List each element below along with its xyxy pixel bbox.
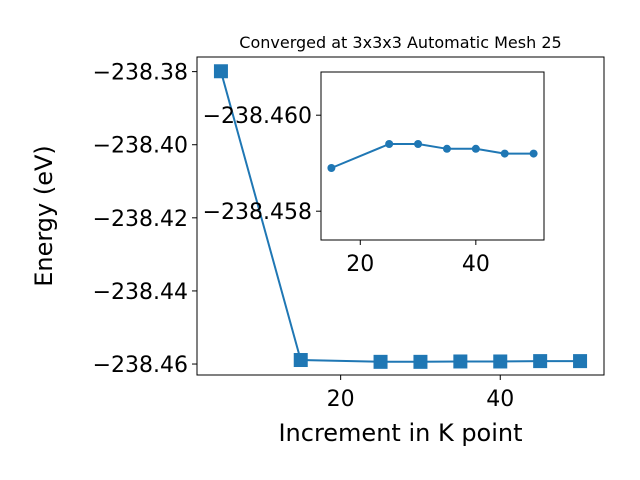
y-axis-label: Energy (eV)	[30, 145, 58, 287]
data-point	[373, 354, 388, 369]
inset-data-point	[414, 140, 423, 148]
y-tick-label: −238.38	[93, 61, 188, 86]
chart-title: Converged at 3x3x3 Automatic Mesh 25	[239, 33, 561, 52]
inset-plot: 20 40 −238.460 −238.458	[203, 71, 545, 277]
data-point	[573, 354, 588, 369]
inset-data-point	[500, 149, 509, 158]
inset-plot-frame	[320, 71, 545, 241]
data-point	[293, 353, 308, 368]
inset-x-tick-label: 40	[462, 252, 490, 277]
inset-y-tick-label: −238.458	[203, 200, 312, 225]
inset-data-point	[529, 149, 538, 158]
x-tick-label: 20	[327, 387, 355, 412]
y-tick-label: −238.44	[93, 280, 188, 305]
inset-x-tick-label: 20	[346, 252, 374, 277]
data-point	[413, 354, 428, 369]
inset-y-tick-label: −238.460	[203, 104, 312, 129]
x-tick-label: 40	[486, 387, 514, 412]
data-point	[493, 354, 508, 369]
inset-data-point	[327, 164, 336, 172]
y-tick-label: −238.46	[93, 353, 188, 378]
inset-data-point	[442, 144, 451, 153]
y-tick-label: −238.40	[93, 134, 188, 159]
inset-data-point	[385, 140, 394, 148]
inset-data-point	[471, 144, 480, 153]
data-point	[533, 354, 548, 369]
y-tick-label: −238.42	[93, 207, 188, 232]
x-axis-label: Increment in K point	[278, 419, 522, 447]
data-point	[213, 64, 228, 79]
data-point	[453, 354, 468, 369]
